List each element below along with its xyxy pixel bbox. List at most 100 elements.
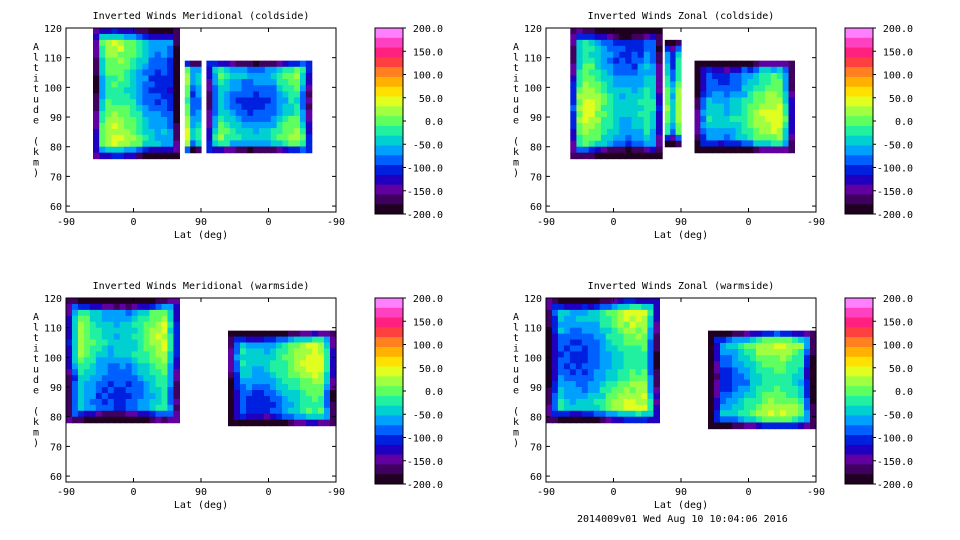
contour-cell [154, 45, 162, 53]
contour-cell [770, 103, 778, 111]
contour-cell [270, 407, 277, 415]
contour-cell [306, 419, 313, 427]
contour-cell [300, 72, 307, 80]
contour-cell [167, 303, 175, 311]
contour-cell [756, 379, 763, 387]
contour-cell [655, 51, 663, 59]
contour-cell [649, 51, 657, 59]
contour-cell [155, 298, 163, 305]
contour-cell [119, 363, 127, 370]
contour-cell [83, 339, 91, 347]
colorbar-label: -50.0 [413, 410, 443, 421]
contour-cell [259, 91, 266, 99]
contour-cell [629, 369, 637, 376]
x-axis-label: Lat (deg) [654, 230, 708, 241]
contour-cell [125, 303, 133, 311]
contour-cell [247, 60, 254, 68]
contour-cell [148, 69, 156, 77]
contour-cell [700, 66, 707, 74]
contour-cell [623, 339, 631, 347]
contour-cell [253, 134, 260, 141]
contour-cell [111, 39, 119, 47]
contour-cell [569, 345, 577, 353]
contour-cell [288, 413, 295, 421]
contour-cell [161, 309, 169, 317]
contour-cell [619, 134, 626, 142]
contour-cell [83, 303, 91, 311]
contour-cell [605, 309, 613, 317]
contour-cell [641, 357, 649, 364]
colorbar: 200.0150.0100.050.00.0-50.0-100.0-150.0-… [374, 294, 443, 491]
contour-cell [647, 333, 655, 341]
contour-cell [212, 115, 219, 123]
contour-cell [756, 342, 763, 350]
contour-cell [643, 134, 651, 142]
contour-cell [240, 348, 247, 355]
contour-cell [95, 327, 103, 335]
contour-cell [305, 134, 313, 141]
colorbar-label: 150.0 [883, 317, 913, 328]
colorbar-swatch [845, 346, 873, 358]
contour-cell [330, 348, 337, 355]
contour-cell [706, 109, 713, 117]
contour-cell [649, 134, 657, 142]
contour-cell [670, 63, 677, 71]
contour-cell [148, 28, 156, 35]
contour-cell [718, 85, 725, 92]
colorbar-swatch [375, 116, 403, 127]
contour-cell [588, 128, 596, 136]
contour-cell [173, 375, 180, 382]
contour-cell [107, 327, 115, 335]
contour-cell [173, 140, 180, 148]
contour-cell [718, 115, 725, 123]
colorbar-swatch [845, 67, 873, 78]
contour-cell [670, 57, 677, 65]
contour-cell [99, 146, 106, 154]
contour-cell [241, 97, 248, 105]
contour-cell [759, 79, 766, 86]
colorbar-swatch [375, 184, 403, 195]
contour-cell [149, 357, 157, 364]
contour-cell [155, 303, 163, 311]
contour-cell [155, 363, 163, 370]
contour-cell [594, 128, 602, 136]
contour-cell [625, 75, 633, 83]
contour-cell [184, 60, 191, 68]
contour-cell [264, 413, 271, 421]
contour-cell [125, 339, 133, 347]
contour-cell [718, 103, 725, 111]
contour-cell [155, 309, 163, 317]
contour-cell [107, 333, 115, 341]
contour-cell [229, 121, 237, 129]
contour-cell [154, 69, 162, 77]
contour-cell [588, 87, 596, 94]
contour-cell [635, 369, 643, 376]
contour-cell [167, 392, 175, 400]
contour-cell [786, 355, 793, 362]
contour-cell [557, 333, 565, 341]
contour-cell [282, 91, 289, 99]
contour-cell [653, 303, 660, 311]
contour-cell [714, 391, 721, 399]
contour-cell [136, 93, 143, 100]
contour-cell [137, 375, 145, 382]
contour-cell [89, 369, 97, 376]
contour-cell [294, 366, 301, 373]
contour-cell [770, 66, 778, 74]
contour-cell [173, 345, 180, 353]
contour-cell [89, 363, 97, 370]
contour-cell [149, 315, 157, 323]
contour-cell [617, 309, 625, 317]
contour-cell [653, 321, 660, 329]
contour-cell [66, 416, 73, 424]
contour-cell [594, 105, 602, 112]
contour-cell [66, 351, 73, 358]
contour-cell [594, 87, 602, 94]
contour-cell [276, 413, 283, 421]
contour-cell [631, 57, 639, 65]
contour-cell [744, 336, 751, 344]
contour-cell [270, 395, 277, 403]
contour-cell [675, 134, 682, 142]
contour-cell [762, 416, 769, 424]
